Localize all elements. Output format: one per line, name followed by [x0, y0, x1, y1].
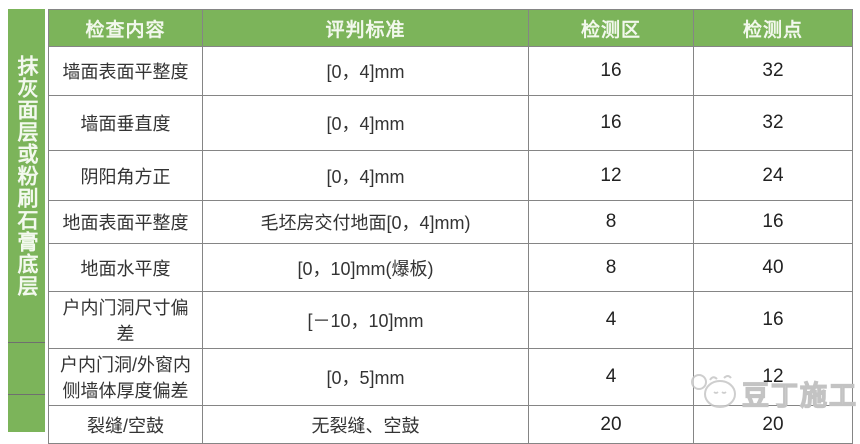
cell-point: 24: [693, 150, 853, 201]
cell-standard: [0，4]mm: [202, 150, 529, 201]
cell-point: 16: [693, 291, 853, 349]
cell-point: 32: [693, 46, 853, 96]
header-detection-zone: 检测区: [528, 9, 694, 47]
cell-zone: 8: [528, 243, 694, 292]
cell-standard: [0，5]mm: [202, 348, 529, 406]
cell-zone: 16: [528, 46, 694, 96]
cell-standard: [0，4]mm: [202, 95, 529, 151]
cell-standard: [0，10]mm(爆板): [202, 243, 529, 292]
table-row: 裂缝/空鼓 无裂缝、空鼓 20 20: [48, 405, 853, 444]
cell-zone: 4: [528, 348, 694, 406]
cell-standard: [0，4]mm: [202, 46, 529, 96]
category-band-cell-row8: [8, 394, 45, 432]
table-row: 户内门洞/外窗内侧墙体厚度偏差 [0，5]mm 4 12: [48, 348, 853, 406]
table-row: 户内门洞尺寸偏差 [－10，10]mm 4 16: [48, 291, 853, 349]
cell-zone: 4: [528, 291, 694, 349]
cell-zone: 20: [528, 405, 694, 444]
cell-point: 32: [693, 95, 853, 151]
header-check-content: 检查内容: [48, 9, 203, 47]
category-band-merged-cell: 抹灰面层或粉刷石膏底层: [8, 9, 45, 342]
cell-point: 20: [693, 405, 853, 444]
table-row: 地面表面平整度 毛坯房交付地面[0，4]mm) 8 16: [48, 200, 853, 244]
table-header-row: 检查内容 评判标准 检测区 检测点: [48, 9, 853, 47]
cell-standard: 无裂缝、空鼓: [202, 405, 529, 444]
cell-item: 墙面垂直度: [48, 95, 203, 151]
cell-zone: 16: [528, 95, 694, 151]
table-row: 地面水平度 [0，10]mm(爆板) 8 40: [48, 243, 853, 292]
cell-point: 12: [693, 348, 853, 406]
cell-point: 16: [693, 200, 853, 244]
cell-item: 墙面表面平整度: [48, 46, 203, 96]
cell-zone: 8: [528, 200, 694, 244]
category-label: 抹灰面层或粉刷石膏底层: [15, 54, 38, 297]
category-band: 抹灰面层或粉刷石膏底层: [8, 9, 45, 432]
cell-item: 地面表面平整度: [48, 200, 203, 244]
header-judgment-standard: 评判标准: [202, 9, 529, 47]
cell-zone: 12: [528, 150, 694, 201]
cell-standard: 毛坯房交付地面[0，4]mm): [202, 200, 529, 244]
cell-point: 40: [693, 243, 853, 292]
cell-item: 裂缝/空鼓: [48, 405, 203, 444]
header-detection-point: 检测点: [693, 9, 853, 47]
table-row: 阴阳角方正 [0，4]mm 12 24: [48, 150, 853, 201]
cell-item: 户内门洞尺寸偏差: [48, 291, 203, 349]
cell-item: 阴阳角方正: [48, 150, 203, 201]
category-band-cell-row7: [8, 342, 45, 394]
cell-standard: [－10，10]mm: [202, 291, 529, 349]
cell-item: 地面水平度: [48, 243, 203, 292]
table-row: 墙面垂直度 [0，4]mm 16 32: [48, 95, 853, 151]
inspection-table: 检查内容 评判标准 检测区 检测点 墙面表面平整度 [0，4]mm 16 32 …: [48, 9, 853, 444]
cell-item: 户内门洞/外窗内侧墙体厚度偏差: [48, 348, 203, 406]
table-row: 墙面表面平整度 [0，4]mm 16 32: [48, 46, 853, 96]
